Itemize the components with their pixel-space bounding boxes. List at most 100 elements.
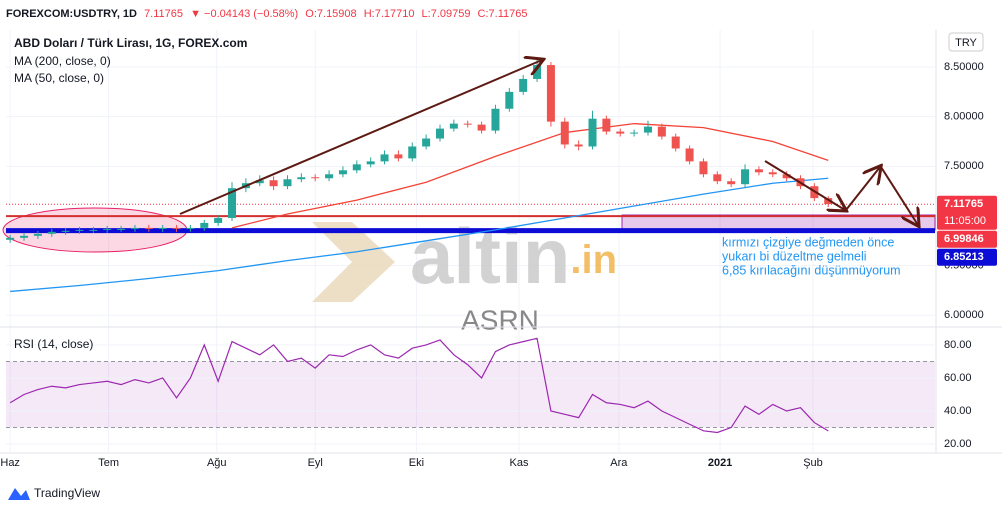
watermark-icon xyxy=(312,222,395,302)
trend-line xyxy=(179,60,542,215)
author: ASRN xyxy=(461,304,539,335)
candle-body xyxy=(422,138,431,147)
x-tick-label: 2021 xyxy=(708,457,732,469)
annotation-text: yukarı bi düzeltme gelmeli xyxy=(722,249,867,263)
x-tick-label: Eki xyxy=(409,457,424,469)
candle-body xyxy=(214,217,223,223)
price-label: 7.11765 xyxy=(944,198,983,210)
candle-body xyxy=(89,229,98,231)
price-label-box xyxy=(937,195,997,230)
candle-body xyxy=(186,227,195,229)
candle-body xyxy=(685,148,694,162)
candle-body xyxy=(574,144,583,147)
candle-body xyxy=(117,228,126,230)
x-tick-label: Kas xyxy=(510,457,529,469)
candle-body xyxy=(782,174,791,179)
x-tick-label: Tem xyxy=(98,457,119,469)
y-tick-label: 8.00000 xyxy=(944,111,984,123)
candle-body xyxy=(449,123,458,129)
candle-body xyxy=(435,128,444,139)
candle-body xyxy=(588,118,597,147)
candle-body xyxy=(505,91,514,109)
candle-body xyxy=(713,174,722,182)
candle-body xyxy=(699,161,708,175)
x-tick-label: Ara xyxy=(610,457,628,469)
candle-body xyxy=(325,174,334,179)
candle-body xyxy=(380,154,389,162)
annotation-text: kırmızı çizgiye değmeden önce xyxy=(722,235,894,249)
x-tick-label: Şub xyxy=(803,457,823,469)
ma-line xyxy=(231,122,829,229)
annotation-text: 6,85 kırılacağını düşünmüyorum xyxy=(722,263,901,277)
legend-entry: MA (200, close, 0) xyxy=(14,54,111,68)
price-label: 6.85213 xyxy=(944,251,984,263)
candle-body xyxy=(228,188,237,218)
candle-body xyxy=(616,131,625,134)
candle-body xyxy=(491,108,500,131)
logo: TradingView xyxy=(8,486,100,500)
y-tick-label: 60.00 xyxy=(944,372,972,384)
candle-body xyxy=(75,229,84,231)
candle-body xyxy=(172,227,181,229)
y-tick-label: 80.00 xyxy=(944,339,972,351)
watermark-text: altin.in xyxy=(410,212,617,300)
candle-body xyxy=(741,169,750,185)
watermark-suffix: .in xyxy=(570,238,617,282)
watermark: altin.in ASRN xyxy=(312,212,617,335)
range-box xyxy=(621,214,936,231)
low: L:7.09759 xyxy=(422,8,471,20)
x-tick-label: Haz xyxy=(0,457,20,469)
candle-body xyxy=(255,180,264,184)
y-tick-label: 20.00 xyxy=(944,438,972,450)
candle-body xyxy=(727,181,736,185)
candle-body xyxy=(158,227,167,229)
countdown: 11:05:00 xyxy=(944,215,986,227)
projection-line xyxy=(880,166,918,225)
y-tick-label: 6.00000 xyxy=(944,309,984,321)
legend-entry: MA (50, close, 0) xyxy=(14,71,104,85)
legend-entry: RSI (14, close) xyxy=(14,337,93,351)
candle-body xyxy=(20,235,29,238)
rsi-band xyxy=(6,361,935,428)
high: H:7.17710 xyxy=(364,8,415,20)
candle-body xyxy=(61,230,70,232)
change: ▼ −0.04143 (−0.58%) xyxy=(190,8,298,20)
candle-body xyxy=(103,228,112,230)
candle-body xyxy=(366,161,375,165)
watermark-main: altin xyxy=(410,212,570,300)
currency-box[interactable] xyxy=(948,32,984,52)
logo-text: TradingView xyxy=(34,486,100,500)
y-tick-label: 40.00 xyxy=(944,405,972,417)
candle-body xyxy=(477,124,486,131)
grid xyxy=(6,30,935,452)
candle-body xyxy=(269,180,278,187)
candle-body xyxy=(533,65,542,79)
candle-body xyxy=(671,136,680,149)
logo-icon xyxy=(8,488,30,500)
symbol: FOREXCOM:USDTRY, 1D xyxy=(6,8,137,20)
open: O:7.15908 xyxy=(305,8,356,20)
candle-body xyxy=(33,233,42,236)
candle-body xyxy=(297,177,306,180)
chart-title: ABD Doları / Türk Lirası, 1G, FOREX.com xyxy=(14,36,247,50)
x-tick-label: Ağu xyxy=(207,457,227,469)
y-tick-label: 8.50000 xyxy=(944,61,984,73)
candle-body xyxy=(560,121,569,145)
price: 7.11765 xyxy=(144,8,183,20)
y-tick-label: 7.50000 xyxy=(944,160,984,172)
price-label-box xyxy=(937,248,997,266)
candle-body xyxy=(47,231,56,234)
candle-body xyxy=(643,126,652,133)
price-label: 6.99846 xyxy=(944,233,984,245)
candle-body xyxy=(283,179,292,187)
candle-body xyxy=(338,170,347,175)
currency[interactable]: TRY xyxy=(955,37,977,49)
ma-line xyxy=(10,177,829,293)
projection-line xyxy=(845,167,880,211)
rsi-line xyxy=(9,337,829,434)
candle-body xyxy=(6,237,15,240)
candle-body xyxy=(630,132,639,134)
candle-body xyxy=(657,126,666,137)
